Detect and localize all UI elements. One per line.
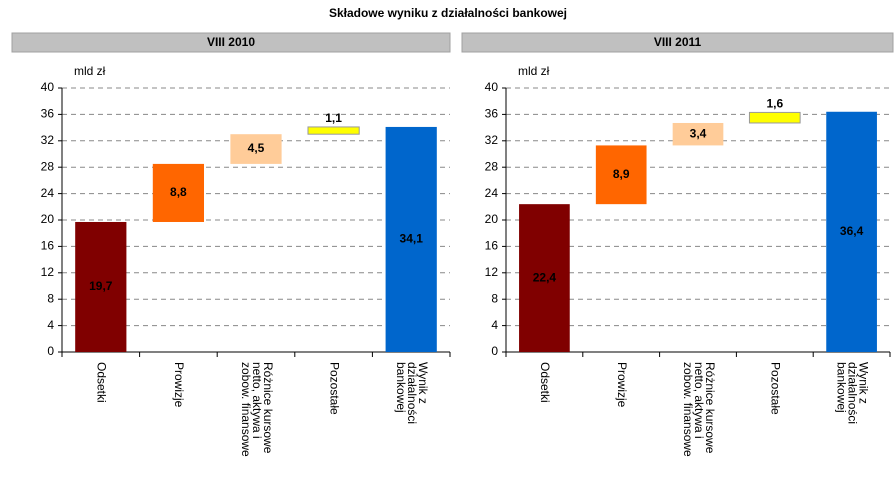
value-label: 1,1 [325,111,342,125]
y-tick-label: 24 [41,186,55,200]
value-label: 8,9 [613,167,630,181]
bar [75,221,127,352]
panel-title: VIII 2011 [654,35,702,49]
y-tick-label: 32 [485,133,499,147]
y-tick-label: 4 [47,318,54,332]
y-tick-label: 20 [485,212,499,226]
panel-header [461,32,894,53]
bar [230,134,282,164]
y-tick-label: 12 [485,265,499,279]
value-label: 22,4 [533,270,557,284]
bar [385,126,437,352]
y-tick-label: 4 [491,318,498,332]
x-tick-label: Odsetki [95,362,109,403]
panel-header [11,32,451,53]
bar [672,122,724,146]
bar [307,126,360,135]
y-tick-label: 40 [41,80,55,94]
value-label: 8,8 [170,185,187,199]
y-tick-label: 36 [485,107,499,121]
x-tick-label: Odsetki [538,362,552,403]
x-tick-label: Prowizje [172,362,186,408]
axis-unit: mld zł [74,64,106,78]
x-tick-label: Prowizje [615,362,629,408]
y-tick-label: 28 [41,159,55,173]
value-label: 4,5 [248,141,265,155]
bar [748,111,801,124]
y-tick-label: 8 [491,291,498,305]
value-label: 1,6 [766,97,783,111]
page-title: Składowe wyniku z działalności bankowej [329,6,567,20]
y-tick-label: 40 [485,80,499,94]
bar [595,145,647,205]
bar [152,163,205,222]
value-label: 3,4 [690,126,707,140]
value-label: 34,1 [400,232,424,246]
y-tick-label: 24 [485,186,499,200]
y-tick-label: 8 [47,291,54,305]
y-tick-label: 0 [47,344,54,358]
value-label: 36,4 [840,224,864,238]
value-label: 19,7 [89,279,113,293]
panel-title: VIII 2010 [207,35,255,49]
y-tick-label: 0 [491,344,498,358]
x-tick-label: Wynik zdziałalnościbankowej [394,362,430,424]
y-tick-label: 32 [41,133,55,147]
bar [519,204,570,352]
y-tick-label: 12 [41,265,55,279]
axis-unit: mld zł [518,64,550,78]
x-tick-label: Pozostałe [327,362,341,415]
y-tick-label: 16 [41,239,55,253]
x-tick-label: Wynik zdziałalnościbankowej [834,362,870,424]
x-tick-label: Pozostałe [769,362,783,415]
y-tick-label: 28 [485,159,499,173]
bar [826,111,877,352]
y-tick-label: 16 [485,239,499,253]
x-tick-label: Różnice kursowenetto, aktywa izobow. fin… [239,362,275,457]
y-tick-label: 36 [41,107,55,121]
y-tick-label: 20 [41,212,55,226]
x-tick-label: Różnice kursowenetto, aktywa izobow. fin… [681,362,717,457]
